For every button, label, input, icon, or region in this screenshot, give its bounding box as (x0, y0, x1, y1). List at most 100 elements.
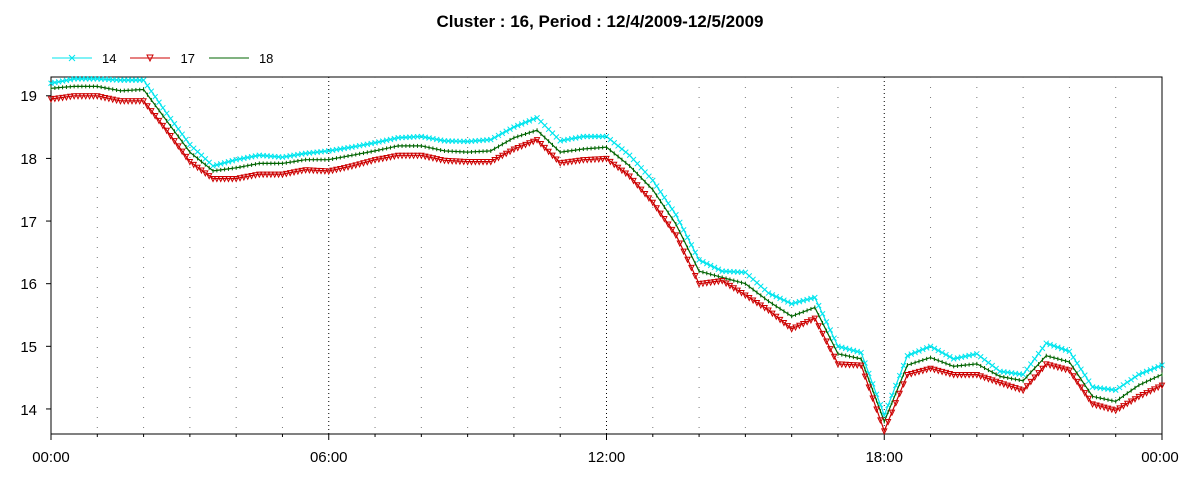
series-point-17 (1135, 393, 1143, 401)
series-point-14 (1070, 354, 1077, 361)
series-point-17 (387, 154, 394, 161)
series-point-14 (1054, 344, 1061, 351)
series-point-17 (1150, 386, 1158, 394)
series-point-17 (934, 367, 942, 375)
series-point-14 (499, 130, 506, 137)
series-point-17 (437, 156, 444, 164)
x-tick-label: 00:00 (32, 449, 70, 466)
series-point-17 (151, 113, 159, 120)
series-point-17 (1116, 405, 1123, 413)
series-point-14 (676, 219, 683, 226)
series-point-17 (826, 346, 834, 353)
legend-label-14: 14 (102, 50, 117, 66)
series-point-14 (175, 126, 182, 132)
series-point-14 (615, 143, 621, 149)
series-point-17 (1035, 370, 1042, 377)
series-point-14 (144, 82, 151, 89)
series-point-14 (661, 194, 668, 201)
series-point-14 (179, 131, 186, 138)
series-point-17 (931, 366, 938, 374)
series-point-17 (803, 319, 811, 326)
series-point-14 (1128, 376, 1134, 383)
series-point-14 (622, 149, 629, 156)
series-point-17 (136, 98, 144, 105)
series-point-17 (1054, 364, 1062, 372)
series-point-14 (1135, 371, 1142, 378)
series-point-17 (1050, 363, 1058, 371)
series-point-17 (703, 280, 711, 287)
series-point-14 (152, 93, 159, 100)
series-point-17 (410, 152, 417, 160)
series-point-17 (120, 98, 128, 105)
series-point-17 (1108, 406, 1116, 414)
series-point-17 (988, 377, 996, 385)
series-point-17 (171, 138, 178, 145)
legend-swatch-17 (130, 54, 171, 63)
series-point-17 (483, 159, 491, 166)
series-point-17 (86, 93, 93, 100)
series-point-17 (51, 95, 59, 103)
series-point-17 (256, 171, 263, 179)
series-point-17 (576, 157, 583, 165)
series-point-17 (877, 417, 884, 425)
series-point-17 (684, 256, 691, 264)
series-point-17 (1042, 361, 1050, 368)
series-point-17 (830, 353, 838, 361)
series-point-14 (889, 392, 895, 399)
series-point-14 (1043, 340, 1050, 347)
series-point-17 (954, 372, 961, 379)
series-point-14 (815, 302, 822, 309)
series-point-14 (611, 139, 618, 146)
y-tick-label: 17 (20, 214, 37, 231)
series-point-17 (626, 173, 633, 181)
series-point-17 (668, 226, 676, 234)
series-point-14 (688, 241, 695, 248)
series-point-17 (1073, 378, 1081, 386)
series-point-14 (823, 319, 830, 325)
series-point-14 (946, 353, 953, 360)
series-point-17 (834, 361, 842, 368)
series-point-17 (510, 146, 518, 154)
series-point-17 (1000, 381, 1008, 389)
series-point-17 (425, 154, 433, 162)
y-tick-label: 14 (20, 402, 37, 419)
series-point-17 (70, 93, 78, 100)
series-point-17 (1004, 382, 1011, 390)
series-point-14 (700, 258, 706, 265)
series-point-17 (63, 94, 70, 101)
series-point-17 (502, 150, 510, 158)
series-point-14 (973, 350, 980, 357)
series-point-17 (78, 93, 86, 100)
series-point-14 (657, 188, 664, 195)
series-point-17 (124, 98, 132, 105)
series-point-17 (815, 323, 822, 330)
series-point-17 (329, 167, 336, 175)
series-point-14 (1035, 350, 1042, 357)
series-point-17 (884, 418, 892, 426)
series-point-17 (47, 96, 55, 104)
series-point-17 (1100, 404, 1108, 412)
series-point-17 (1096, 403, 1104, 411)
series-point-17 (788, 326, 795, 333)
series-point-14 (1112, 387, 1119, 394)
series-point-14 (896, 372, 903, 379)
series-point-17 (911, 369, 919, 377)
series-point-17 (97, 94, 105, 101)
series-point-17 (174, 143, 182, 151)
series-point-14 (831, 335, 837, 342)
series-point-17 (796, 322, 803, 330)
series-point-17 (846, 361, 853, 369)
series-point-17 (475, 159, 483, 166)
series-point-17 (969, 372, 977, 379)
series-point-17 (591, 156, 599, 164)
y-axis: 14 15 16 17 18 19 (20, 88, 37, 419)
series-point-14 (927, 343, 934, 350)
series-point-17 (178, 148, 186, 156)
series-point-17 (1012, 385, 1019, 392)
series-point-17 (321, 168, 329, 175)
series-point-17 (371, 157, 379, 164)
series-point-17 (780, 320, 788, 327)
x-tick-label: 12:00 (588, 449, 626, 466)
series-point-17 (661, 216, 668, 223)
series-point-17 (448, 158, 456, 165)
